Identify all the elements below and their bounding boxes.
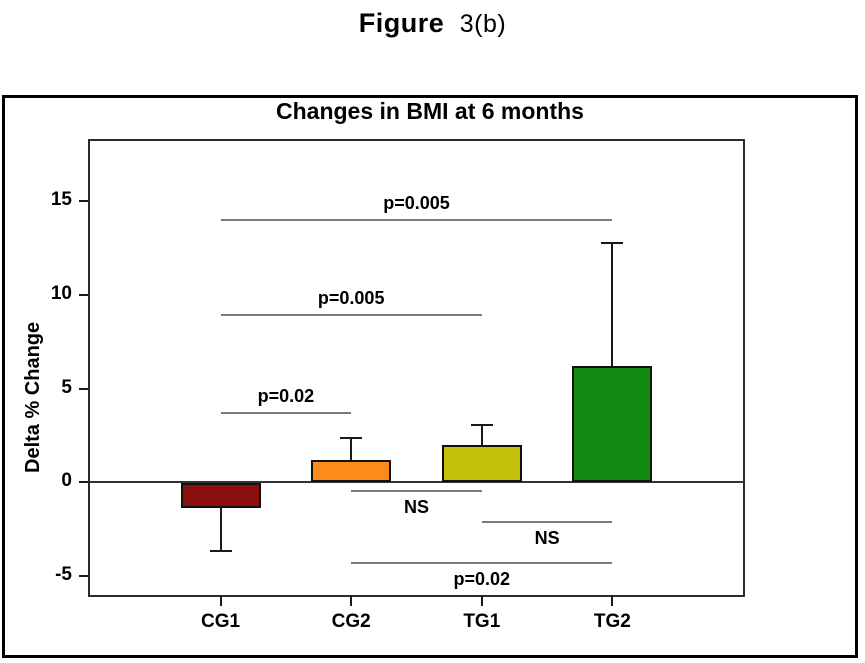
figure-caption-suffix: 3(b) <box>459 10 507 38</box>
sig-label-CG2-TG2: p=0.02 <box>453 569 511 590</box>
y-tick-label--5: -5 <box>55 564 72 586</box>
y-tick-mark-5 <box>79 387 88 390</box>
bar-TG2 <box>572 366 653 483</box>
x-tick-mark-TG1 <box>480 595 483 606</box>
sig-label-CG1-TG2: p=0.005 <box>383 192 450 213</box>
error-bar-cap-TG2 <box>601 242 624 245</box>
sig-label-CG1-CG2: p=0.02 <box>257 386 315 407</box>
bar-CG1 <box>180 483 261 508</box>
sig-line-CG2-TG1 <box>351 489 482 492</box>
error-bar-cap-CG1 <box>209 549 232 552</box>
figure-caption-prefix: Figure <box>358 8 445 38</box>
x-tick-label-TG2: TG2 <box>593 611 631 632</box>
error-bar-cap-TG1 <box>470 424 493 427</box>
sig-line-CG1-CG2 <box>220 412 352 415</box>
y-tick-label-10: 10 <box>50 282 72 304</box>
error-bar-TG2 <box>611 242 614 367</box>
sig-label-TG1-TG2: NS <box>534 527 560 548</box>
figure-caption: Figure 3(b) <box>0 8 865 39</box>
sig-line-CG2-TG2 <box>351 562 613 565</box>
error-bar-TG1 <box>480 424 483 445</box>
error-bar-CG1 <box>219 506 222 552</box>
sig-line-TG1-TG2 <box>481 520 613 523</box>
plot-area: 15 10 5 0 -5 CG1 CG2 TG1 TG2 p=0.02 p=0.005 p=0.005… <box>51 139 745 632</box>
x-tick-label-CG1: CG1 <box>201 611 241 632</box>
error-bar-CG2 <box>350 437 353 460</box>
x-tick-mark-TG2 <box>611 595 614 606</box>
y-tick-mark-15 <box>79 200 88 203</box>
sig-line-CG1-TG1 <box>220 314 482 317</box>
sig-line-CG1-TG2 <box>220 218 613 221</box>
y-tick-mark--5 <box>79 575 88 578</box>
y-tick-label-5: 5 <box>61 376 72 398</box>
sig-label-CG1-TG1: p=0.005 <box>317 288 385 309</box>
x-tick-mark-CG2 <box>350 595 353 606</box>
y-tick-mark-0 <box>79 481 88 484</box>
x-tick-label-TG1: TG1 <box>463 611 501 632</box>
zero-baseline <box>90 481 743 484</box>
chart-title: Changes in BMI at 6 months <box>276 98 584 124</box>
y-tick-mark-10 <box>79 293 88 296</box>
bar-CG2 <box>311 459 392 483</box>
y-tick-label-15: 15 <box>50 189 72 211</box>
error-bar-cap-CG2 <box>340 437 363 440</box>
x-tick-mark-CG1 <box>219 595 222 606</box>
bar-TG1 <box>441 444 522 483</box>
x-tick-label-CG2: CG2 <box>331 611 371 632</box>
y-tick-label-0: 0 <box>61 470 72 492</box>
sig-label-CG2-TG1: NS <box>403 496 430 517</box>
